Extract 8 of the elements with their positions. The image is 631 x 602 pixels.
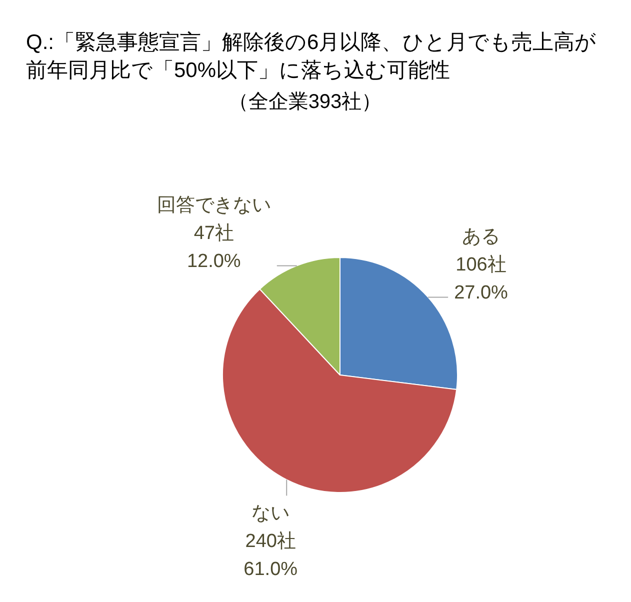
slice-label: ある [462, 226, 500, 248]
slice-label: ない [252, 502, 290, 524]
data-label: 106社 27.0% [454, 254, 508, 304]
chart-subtitle: （全企業393社） [227, 90, 383, 115]
data-label: 47社 12.0% [186, 222, 241, 272]
data-label: 240社 61.0% [244, 530, 298, 580]
slice-label: 回答できない [156, 194, 271, 216]
chart-title: Q.:「緊急事態宣言」解除後の6月以降、ひと月でも売上高が前年同月比で「50%以下」に落ち込む可能性 [26, 30, 598, 84]
